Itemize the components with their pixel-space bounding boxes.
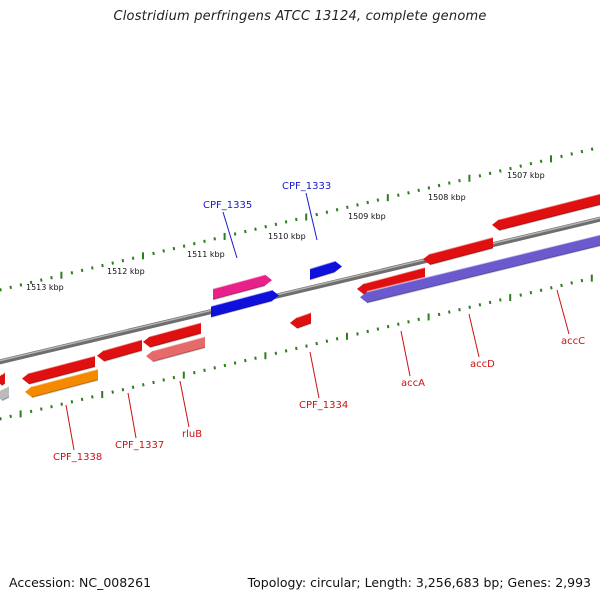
callout-cpf-1334 (309, 351, 320, 399)
callout-accc (556, 289, 570, 335)
ruler-label-1507: 1507 kbp (507, 171, 545, 180)
ruler-label-1510: 1510 kbp (268, 232, 306, 241)
ruler-label-1509: 1509 kbp (348, 212, 386, 221)
gene-rlub[interactable] (146, 335, 206, 363)
callout-rlub (179, 380, 190, 428)
callout-cpf-1338 (65, 404, 75, 451)
gene-cpf-1335[interactable] (212, 273, 272, 301)
ruler-label-1513: 1513 kbp (26, 283, 64, 292)
gene-cpf-1338[interactable] (25, 368, 99, 399)
inner-ruler (0, 274, 593, 421)
gene-cpf-1333[interactable] (309, 260, 342, 281)
gene-cpf-1336[interactable] (210, 289, 279, 318)
genome-backbone (0, 216, 600, 365)
gene-blocks (0, 192, 600, 402)
topology-info: Topology: circular; Length: 3,256,683 bp… (247, 575, 591, 590)
callout-cpf-1335 (222, 211, 238, 259)
gene-cpf-1337[interactable] (97, 338, 143, 362)
map-title: Clostridium perfringens ATCC 13124, comp… (113, 9, 487, 24)
callout-cpf-1337 (127, 392, 137, 439)
gene-label-accd[interactable]: accD (470, 359, 495, 370)
gene-accd[interactable] (423, 236, 494, 266)
accession-label: Accession: NC_008261 (9, 575, 152, 590)
gene-label-cpf-1335[interactable]: CPF_1335 (203, 200, 252, 211)
gene-label-accc[interactable]: accC (561, 336, 585, 347)
outer-ruler (0, 147, 594, 292)
gene-accc[interactable] (492, 192, 600, 232)
callout-cpf-1333 (305, 192, 318, 241)
ruler-labels: 1513 kbp 1512 kbp 1511 kbp 1510 kbp 1509… (26, 171, 545, 292)
ruler-label-1512: 1512 kbp (107, 267, 145, 276)
gene-label-cpf-1333[interactable]: CPF_1333 (282, 181, 331, 192)
gene-label-cpf-1334[interactable]: CPF_1334 (299, 400, 348, 411)
gene-edge-red[interactable] (0, 371, 6, 387)
gene-label-rlub[interactable]: rluB (182, 429, 202, 440)
gene-label-cpf-1337[interactable]: CPF_1337 (115, 440, 164, 451)
gene-cpf-1334[interactable] (290, 311, 312, 330)
gene-accb-band[interactable] (360, 233, 600, 304)
gene-edge-gray[interactable] (0, 385, 10, 402)
gene-label-cpf-1338[interactable]: CPF_1338 (53, 452, 102, 463)
gene-label-acca[interactable]: accA (401, 378, 425, 389)
label-callouts (65, 192, 570, 451)
callout-accd (468, 313, 480, 358)
callout-acca (400, 330, 411, 377)
ruler-label-1511: 1511 kbp (187, 250, 225, 259)
gene-cpf-1338-top[interactable] (22, 355, 96, 385)
gene-rlub-top[interactable] (143, 321, 202, 349)
gene-labels: CPF_1335 CPF_1333 CPF_1338 CPF_1337 rluB… (53, 181, 585, 463)
ruler-label-1508: 1508 kbp (428, 193, 466, 202)
